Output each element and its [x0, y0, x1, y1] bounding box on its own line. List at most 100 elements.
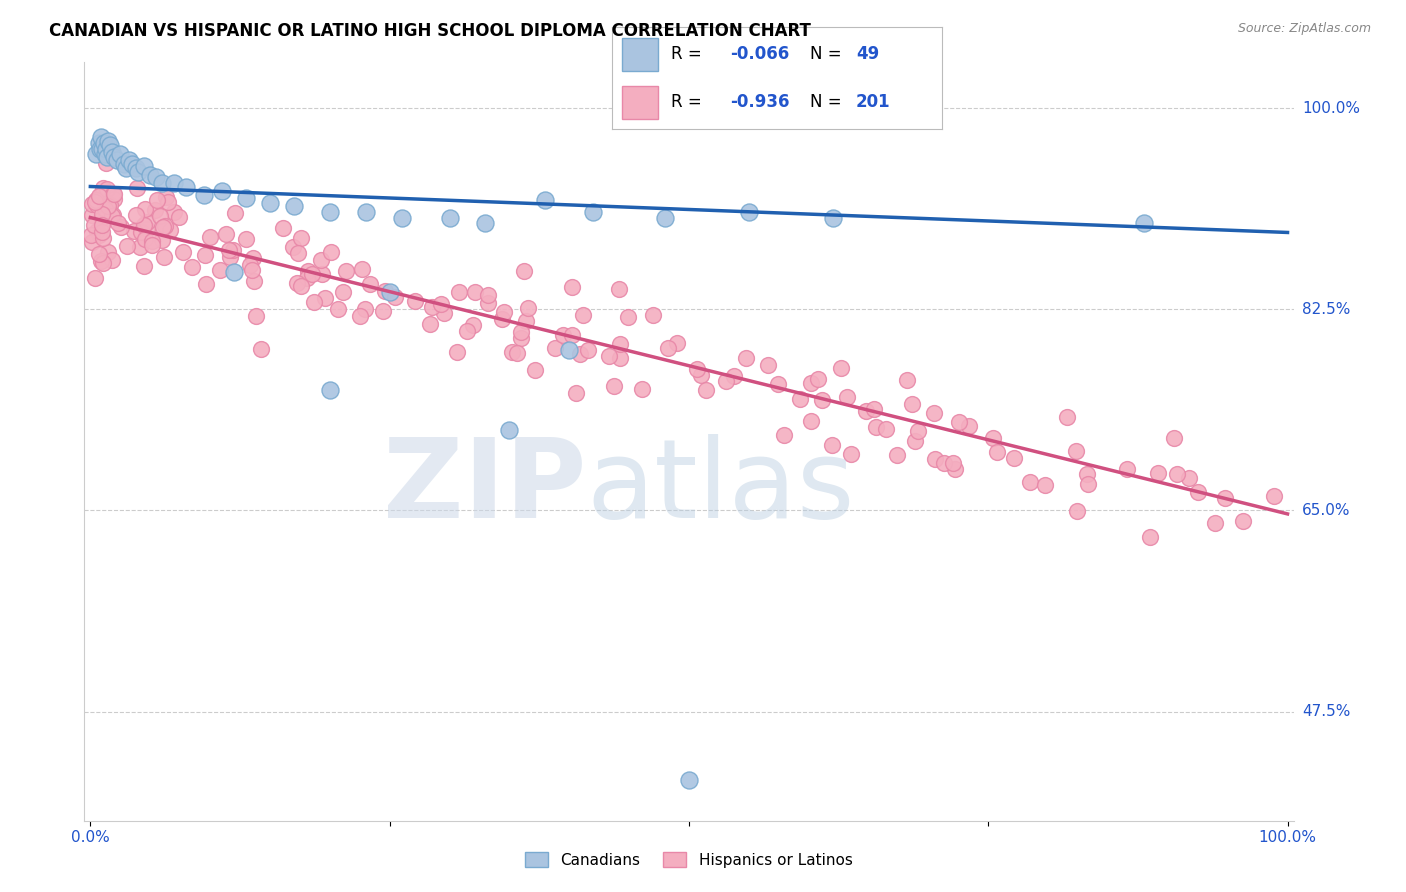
Point [571, 309, 593, 323]
Point [301, 267, 323, 281]
Point [169, 211, 191, 225]
Point [463, 318, 485, 332]
Point [141, 234, 163, 248]
Point [565, 386, 588, 401]
Point [149, 209, 172, 223]
Point [101, 187, 124, 202]
Point [84, 194, 107, 209]
Point [515, 314, 537, 328]
Text: 100.0%: 100.0% [1302, 101, 1360, 116]
Text: atlas: atlas [586, 434, 855, 541]
Point [654, 211, 676, 225]
Point [657, 341, 679, 355]
Point [678, 773, 700, 788]
Point [924, 451, 946, 466]
Point [290, 279, 312, 293]
Point [561, 327, 583, 342]
Point [735, 351, 758, 365]
Point [97, 199, 120, 213]
Point [800, 376, 823, 391]
Point [290, 230, 312, 244]
Point [240, 263, 263, 277]
Point [152, 219, 174, 234]
Point [90, 188, 112, 202]
Point [181, 260, 204, 274]
Point [498, 423, 520, 437]
Point [98, 138, 121, 153]
Point [101, 208, 124, 222]
Point [86, 198, 108, 212]
Point [738, 204, 761, 219]
Point [82, 208, 104, 222]
Point [235, 191, 257, 205]
Point [103, 192, 125, 206]
Point [1213, 491, 1236, 505]
Point [107, 217, 129, 231]
Point [1204, 516, 1226, 530]
Point [93, 231, 115, 245]
Text: N =: N = [810, 93, 846, 112]
Point [1146, 466, 1168, 480]
Point [446, 345, 468, 359]
Text: R =: R = [671, 45, 707, 63]
Point [136, 215, 159, 229]
Point [576, 343, 599, 358]
Point [420, 300, 443, 314]
Point [863, 401, 886, 416]
Point [513, 264, 536, 278]
Point [321, 245, 343, 260]
Point [208, 263, 231, 277]
Point [456, 324, 478, 338]
Point [96, 182, 118, 196]
FancyBboxPatch shape [621, 87, 658, 119]
Point [1139, 529, 1161, 543]
Point [194, 248, 217, 262]
Point [439, 211, 461, 225]
FancyBboxPatch shape [621, 38, 658, 70]
Point [89, 142, 111, 156]
Point [311, 267, 333, 281]
Point [97, 245, 120, 260]
Point [350, 262, 373, 277]
Point [1056, 410, 1078, 425]
Point [506, 345, 529, 359]
Point [80, 227, 103, 242]
Point [84, 193, 107, 207]
Point [309, 252, 332, 267]
Point [110, 147, 132, 161]
Point [101, 252, 124, 267]
Point [509, 331, 531, 345]
Point [224, 205, 246, 219]
Point [222, 244, 245, 258]
Point [150, 233, 173, 247]
Point [125, 208, 148, 222]
Point [875, 422, 897, 436]
Point [811, 393, 834, 408]
Point [91, 211, 114, 225]
Point [239, 258, 262, 272]
Point [132, 259, 155, 273]
Point [948, 416, 970, 430]
Point [830, 361, 852, 376]
Point [287, 277, 309, 291]
Point [159, 223, 181, 237]
Point [886, 448, 908, 462]
Point [319, 204, 342, 219]
Point [86, 147, 108, 161]
Point [789, 392, 811, 406]
Point [553, 327, 575, 342]
Point [332, 285, 354, 300]
Point [153, 250, 176, 264]
Point [319, 383, 342, 397]
Point [942, 456, 965, 470]
Point [1133, 216, 1156, 230]
Point [1033, 477, 1056, 491]
Text: N =: N = [810, 45, 846, 63]
Point [302, 294, 325, 309]
Point [91, 181, 114, 195]
Point [617, 310, 640, 325]
Point [98, 198, 121, 212]
Point [97, 134, 120, 148]
Point [125, 161, 148, 175]
Point [326, 301, 349, 316]
